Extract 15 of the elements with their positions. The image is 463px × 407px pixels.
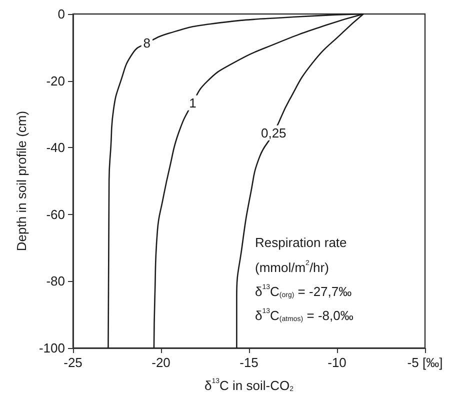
y-tick-label: -100 — [38, 340, 65, 356]
y-tick-label: 0 — [58, 6, 65, 22]
x-tick-label: -25 — [64, 355, 82, 370]
x-tick-label: -15 — [240, 355, 258, 370]
y-axis-title: Depth in soil profile (cm) — [14, 110, 30, 252]
series-label: 0,25 — [260, 125, 286, 140]
series-label: 1 — [189, 95, 196, 110]
y-tick-label: -20 — [46, 73, 65, 88]
x-tick-label: -5 [‰] — [407, 355, 443, 370]
y-tick-label: -80 — [46, 274, 65, 289]
x-tick-label: -10 — [328, 355, 346, 370]
y-tick-label: -60 — [46, 206, 65, 222]
y-tick-label: -40 — [46, 140, 65, 156]
series-label: 8 — [143, 36, 151, 51]
x-tick-label: -20 — [152, 355, 170, 370]
